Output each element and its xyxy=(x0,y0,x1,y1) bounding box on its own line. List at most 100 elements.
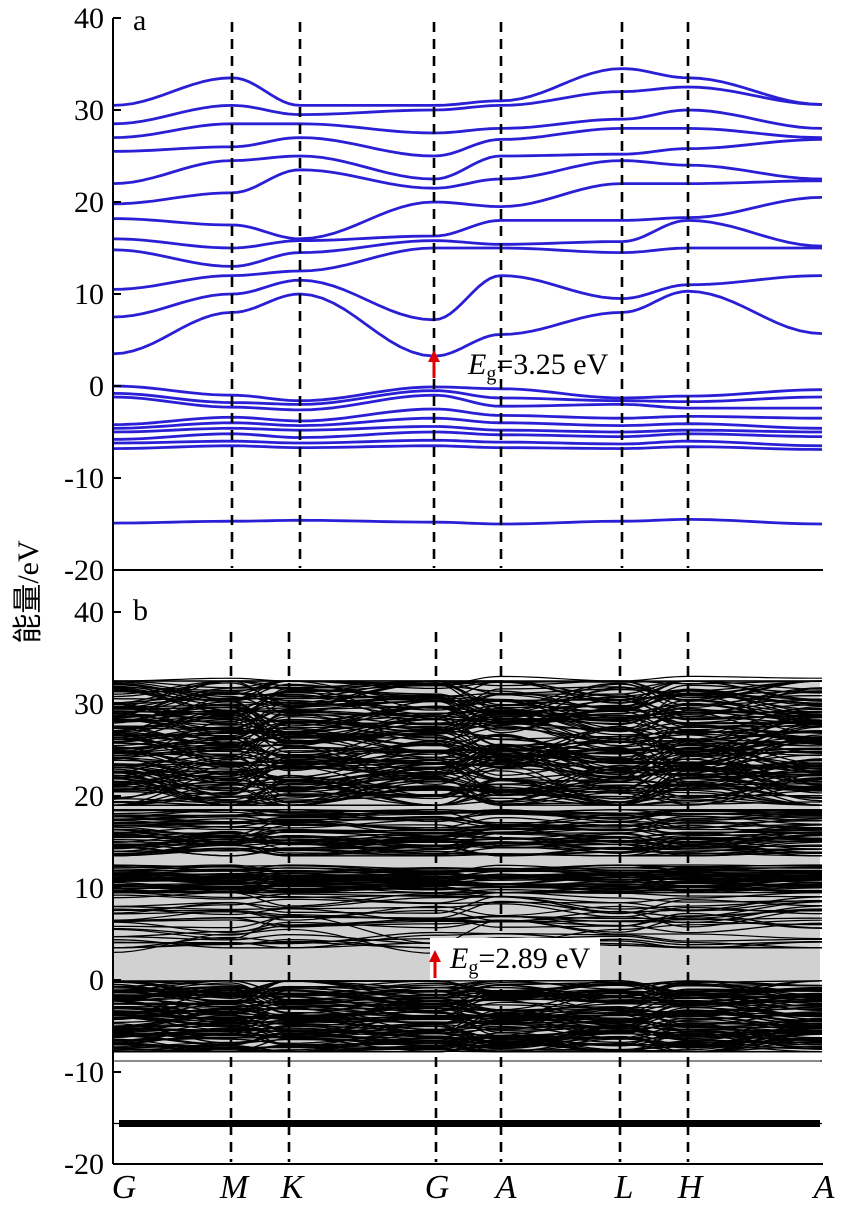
band-line xyxy=(113,903,823,918)
band-line xyxy=(113,138,823,185)
band-line xyxy=(113,819,823,832)
panel-b-gap-E: E xyxy=(449,942,468,975)
band-line xyxy=(113,824,823,836)
kpoint-label: K xyxy=(280,1169,306,1205)
band-line xyxy=(113,900,823,919)
panel-b-kpoint-lines xyxy=(229,632,690,1162)
band-line xyxy=(113,1019,823,1043)
band-line xyxy=(113,179,823,241)
band-line xyxy=(113,159,823,206)
band-line xyxy=(113,689,823,719)
band-line xyxy=(113,983,823,1005)
band-line xyxy=(113,680,823,709)
band-line xyxy=(113,127,823,158)
band-line xyxy=(113,1008,823,1023)
band-line xyxy=(113,682,823,725)
panel-a-gap-rest: =3.25 eV xyxy=(496,348,608,381)
band-line xyxy=(113,1013,822,1033)
panel-a-gap-E: E xyxy=(467,348,486,381)
band-line xyxy=(113,196,823,250)
band-line xyxy=(113,754,823,790)
band-line xyxy=(113,108,823,139)
panel-a-y-ticks: -20 -10 0 10 20 30 40 xyxy=(64,2,121,587)
band-line xyxy=(113,67,823,107)
y-axis-label: 能量/eV xyxy=(12,540,45,644)
panel-b-gap-label: Eg=2.89 eV xyxy=(449,942,591,979)
band-line xyxy=(113,898,822,912)
band-line xyxy=(113,735,823,776)
band-line xyxy=(113,980,823,1000)
kpoint-label: A xyxy=(494,1169,517,1205)
band-line xyxy=(113,682,823,717)
band-line xyxy=(113,980,823,1001)
band-line xyxy=(113,703,822,736)
band-line xyxy=(113,915,823,944)
band-line xyxy=(113,980,823,1005)
panel-b-bands xyxy=(113,675,823,1128)
band-line xyxy=(113,1014,823,1040)
band-line xyxy=(113,759,823,802)
band-line xyxy=(113,864,822,872)
y-tick-label: 20 xyxy=(74,780,104,813)
band-line xyxy=(113,831,822,843)
band-line xyxy=(113,809,822,818)
band-line xyxy=(113,438,823,448)
band-line xyxy=(113,839,823,855)
y-tick-label: -20 xyxy=(64,554,104,587)
band-line xyxy=(113,680,823,710)
band-line xyxy=(113,1015,823,1039)
panel-b: -20 -10 0 10 20 30 40 b Eg=2.89 eV xyxy=(64,570,823,1181)
band-line xyxy=(113,835,822,851)
band-line xyxy=(113,289,823,358)
band-line xyxy=(113,816,823,831)
y-tick-label: 0 xyxy=(89,964,104,997)
band-line xyxy=(113,895,823,915)
band-line xyxy=(113,875,822,882)
band-line xyxy=(113,920,823,936)
band-line xyxy=(113,989,823,1015)
panel-b-label: b xyxy=(133,594,148,627)
band-line xyxy=(113,720,823,760)
band-line xyxy=(113,886,823,894)
band-line xyxy=(113,819,822,837)
y-tick-label: -20 xyxy=(64,1148,104,1181)
band-line xyxy=(113,809,823,825)
y-tick-label: 10 xyxy=(74,278,104,311)
panel-b-gap-rest: =2.89 eV xyxy=(478,942,590,975)
panel-a-kpoint-lines xyxy=(230,22,690,568)
y-tick-label: -10 xyxy=(64,462,104,495)
band-line xyxy=(113,880,823,892)
band-line xyxy=(113,1032,823,1053)
y-tick-label: 30 xyxy=(74,94,104,127)
band-line xyxy=(113,384,823,403)
band-line xyxy=(113,1022,823,1048)
y-tick-label: 40 xyxy=(74,2,104,35)
band-line xyxy=(113,518,823,526)
band-line xyxy=(113,393,822,412)
band-line xyxy=(113,696,822,734)
band-line xyxy=(113,746,823,783)
y-tick-label: 10 xyxy=(74,872,104,905)
band-line xyxy=(113,981,823,1007)
band-line xyxy=(113,885,823,894)
y-tick-label: 0 xyxy=(89,370,104,403)
kpoint-label: M xyxy=(219,1169,250,1205)
band-line xyxy=(113,730,823,772)
panel-b-gap-sub: g xyxy=(468,957,478,979)
band-line xyxy=(113,1032,822,1050)
band-line xyxy=(113,1040,823,1051)
band-line xyxy=(113,407,822,426)
y-tick-label: 30 xyxy=(74,688,104,721)
panel-a-gap-label: Eg=3.25 eV xyxy=(467,348,609,385)
panel-b-y-ticks: -20 -10 0 10 20 30 40 xyxy=(64,596,121,1181)
band-line xyxy=(113,1002,823,1026)
band-line xyxy=(113,778,823,806)
band-line xyxy=(113,706,823,732)
panel-b-gap-arrowhead xyxy=(429,950,441,962)
kpoint-label: A xyxy=(812,1169,835,1205)
kpoint-label: H xyxy=(677,1169,705,1205)
band-line xyxy=(113,1014,823,1038)
band-line xyxy=(113,980,823,995)
band-line xyxy=(113,891,823,907)
